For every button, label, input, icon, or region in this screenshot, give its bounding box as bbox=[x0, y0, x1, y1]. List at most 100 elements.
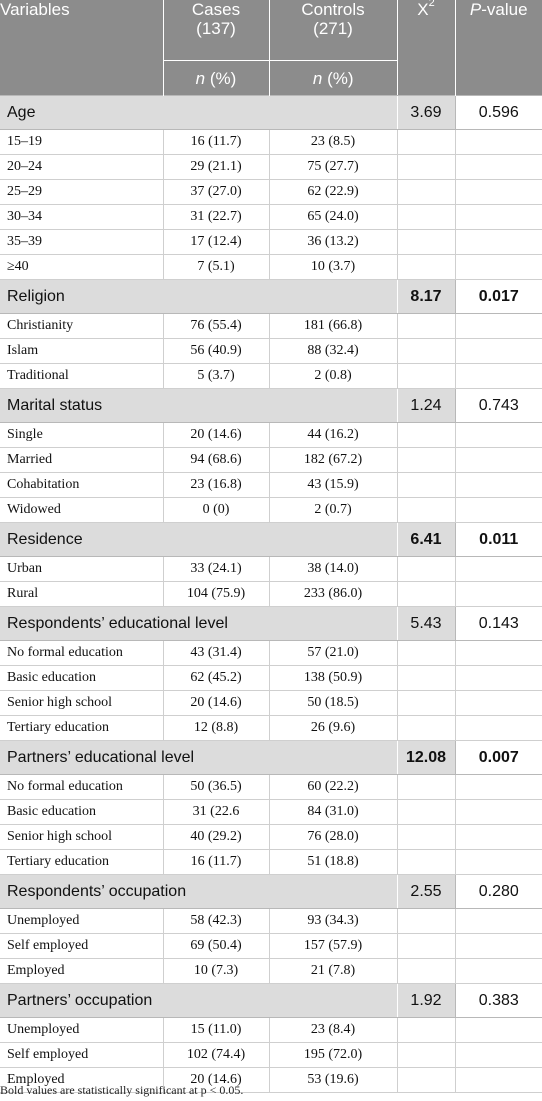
controls-value: 138 (50.9) bbox=[269, 665, 398, 691]
chi-square-value: 1.24 bbox=[396, 388, 455, 423]
section-label: Marital status bbox=[0, 388, 397, 423]
row-label: Tertiary education bbox=[0, 715, 164, 741]
table-row: Employed 20 (14.6) 53 (19.6) bbox=[0, 1067, 542, 1093]
cases-value: 31 (22.6 bbox=[163, 799, 270, 825]
cases-value: 5 (3.7) bbox=[163, 363, 270, 389]
table-row: No formal education 43 (31.4) 57 (21.0) bbox=[0, 640, 542, 666]
chi-square-value: 6.41 bbox=[396, 522, 455, 557]
chi-square-value: 3.69 bbox=[396, 95, 455, 130]
cases-value: 7 (5.1) bbox=[163, 254, 270, 280]
controls-value: 65 (24.0) bbox=[269, 204, 398, 230]
empty-chi-cell bbox=[397, 313, 456, 339]
empty-p-cell bbox=[455, 581, 542, 607]
chi-square-value: 5.43 bbox=[396, 606, 455, 641]
cases-value: 40 (29.2) bbox=[163, 824, 270, 850]
section-label: Respondents’ occupation bbox=[0, 874, 397, 909]
empty-chi-cell bbox=[397, 1067, 456, 1093]
row-label: Cohabitation bbox=[0, 472, 164, 498]
table-row: 30–34 31 (22.7) 65 (24.0) bbox=[0, 204, 542, 230]
header-variables: Variables bbox=[0, 0, 164, 96]
cases-value: 33 (24.1) bbox=[163, 556, 270, 582]
empty-chi-cell bbox=[397, 204, 456, 230]
empty-chi-cell bbox=[397, 665, 456, 691]
cases-value: 56 (40.9) bbox=[163, 338, 270, 364]
table-body: Age 3.69 0.596 15–19 16 (11.7) 23 (8.5) 20–24 2… bbox=[0, 95, 542, 1093]
empty-chi-cell bbox=[397, 229, 456, 255]
row-label: 20–24 bbox=[0, 154, 164, 180]
row-label: Senior high school bbox=[0, 824, 164, 850]
cases-value: 16 (11.7) bbox=[163, 849, 270, 875]
empty-p-cell bbox=[455, 556, 542, 582]
empty-p-cell bbox=[455, 472, 542, 498]
empty-p-cell bbox=[455, 422, 542, 448]
cases-value: 12 (8.8) bbox=[163, 715, 270, 741]
controls-value: 26 (9.6) bbox=[269, 715, 398, 741]
cases-value: 16 (11.7) bbox=[163, 129, 270, 155]
empty-chi-cell bbox=[397, 908, 456, 934]
row-label: Traditional bbox=[0, 363, 164, 389]
table-row: Urban 33 (24.1) 38 (14.0) bbox=[0, 556, 542, 582]
table-row: Senior high school 20 (14.6) 50 (18.5) bbox=[0, 690, 542, 716]
chi-square-value: 2.55 bbox=[396, 874, 455, 909]
cases-value: 69 (50.4) bbox=[163, 933, 270, 959]
empty-p-cell bbox=[455, 824, 542, 850]
empty-chi-cell bbox=[397, 154, 456, 180]
controls-value: 76 (28.0) bbox=[269, 824, 398, 850]
table-row: Self employed 102 (74.4) 195 (72.0) bbox=[0, 1042, 542, 1068]
header-p-value: P-value bbox=[455, 0, 542, 96]
section-row: Marital status 1.24 0.743 bbox=[0, 388, 542, 423]
subheader-row: n (%) n (%) bbox=[0, 60, 542, 96]
cases-value: 23 (16.8) bbox=[163, 472, 270, 498]
section-row: Partners’ occupation 1.92 0.383 bbox=[0, 983, 542, 1018]
section-row: Religion 8.17 0.017 bbox=[0, 279, 542, 314]
empty-p-cell bbox=[455, 229, 542, 255]
row-label: Self employed bbox=[0, 933, 164, 959]
header-controls: Controls (271) bbox=[269, 0, 398, 61]
p-value: 0.383 bbox=[454, 983, 542, 1018]
subheader-cases-n: n (%) bbox=[163, 60, 270, 96]
empty-p-cell bbox=[455, 933, 542, 959]
controls-value: 51 (18.8) bbox=[269, 849, 398, 875]
cases-value: 17 (12.4) bbox=[163, 229, 270, 255]
section-label: Respondents’ educational level bbox=[0, 606, 397, 641]
controls-value: 157 (57.9) bbox=[269, 933, 398, 959]
cases-value: 37 (27.0) bbox=[163, 179, 270, 205]
controls-value: 88 (32.4) bbox=[269, 338, 398, 364]
section-label: Partners’ occupation bbox=[0, 983, 397, 1018]
header-chi-square: X2 bbox=[397, 0, 456, 96]
cases-value: 43 (31.4) bbox=[163, 640, 270, 666]
controls-value: 57 (21.0) bbox=[269, 640, 398, 666]
table-row: Single 20 (14.6) 44 (16.2) bbox=[0, 422, 542, 448]
controls-value: 195 (72.0) bbox=[269, 1042, 398, 1068]
controls-value: 2 (0.8) bbox=[269, 363, 398, 389]
section-label: Residence bbox=[0, 522, 397, 557]
empty-p-cell bbox=[455, 179, 542, 205]
empty-p-cell bbox=[455, 447, 542, 473]
empty-p-cell bbox=[455, 204, 542, 230]
row-label: Employed bbox=[0, 958, 164, 984]
row-label: Senior high school bbox=[0, 690, 164, 716]
cases-value: 104 (75.9) bbox=[163, 581, 270, 607]
controls-value: 23 (8.4) bbox=[269, 1017, 398, 1043]
empty-chi-cell bbox=[397, 774, 456, 800]
empty-chi-cell bbox=[397, 1042, 456, 1068]
empty-chi-cell bbox=[397, 640, 456, 666]
table-row: Islam 56 (40.9) 88 (32.4) bbox=[0, 338, 542, 364]
controls-value: 60 (22.2) bbox=[269, 774, 398, 800]
row-label: Basic education bbox=[0, 799, 164, 825]
empty-chi-cell bbox=[397, 363, 456, 389]
empty-p-cell bbox=[455, 338, 542, 364]
controls-value: 10 (3.7) bbox=[269, 254, 398, 280]
empty-p-cell bbox=[455, 1017, 542, 1043]
table-row: 25–29 37 (27.0) 62 (22.9) bbox=[0, 179, 542, 205]
empty-p-cell bbox=[455, 849, 542, 875]
empty-p-cell bbox=[455, 774, 542, 800]
controls-value: 181 (66.8) bbox=[269, 313, 398, 339]
p-value: 0.743 bbox=[454, 388, 542, 423]
empty-chi-cell bbox=[397, 581, 456, 607]
table-row: Rural 104 (75.9) 233 (86.0) bbox=[0, 581, 542, 607]
cases-value: 62 (45.2) bbox=[163, 665, 270, 691]
table-row: Basic education 62 (45.2) 138 (50.9) bbox=[0, 665, 542, 691]
table-row: Tertiary education 12 (8.8) 26 (9.6) bbox=[0, 715, 542, 741]
